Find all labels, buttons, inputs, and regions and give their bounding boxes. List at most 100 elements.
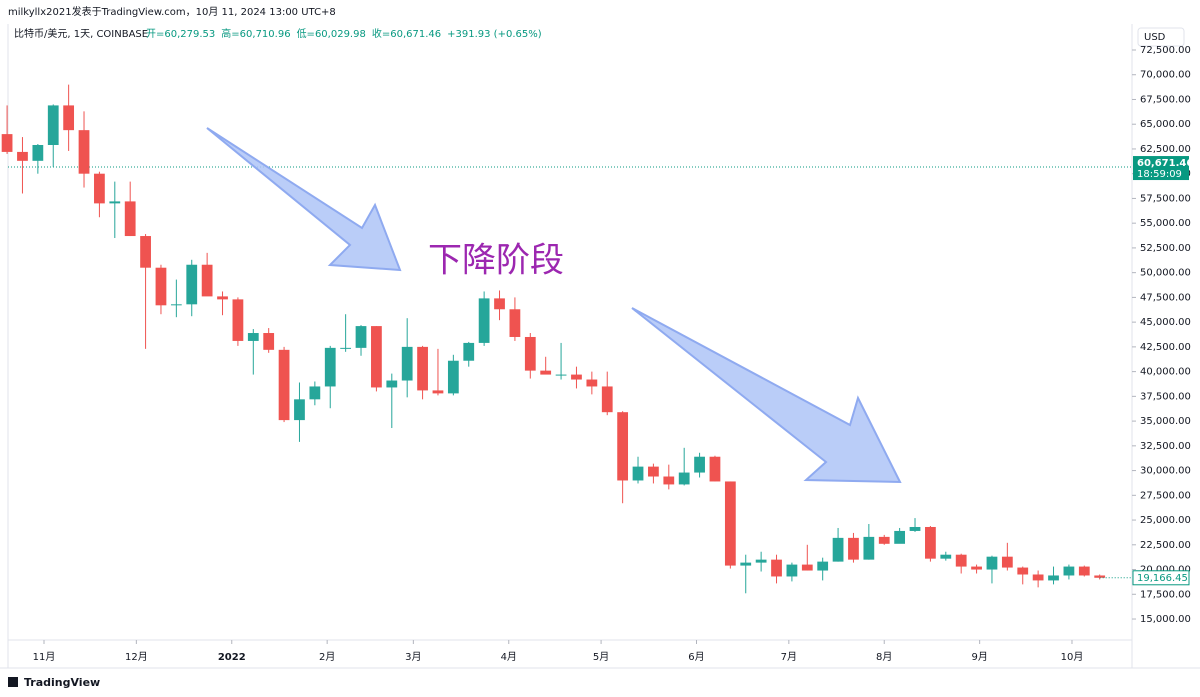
legend-item: 收=60,671.46 — [372, 27, 441, 40]
candle-body — [678, 472, 690, 485]
candle-body — [478, 298, 490, 343]
y-tick-label: 50,000.00 — [1140, 268, 1191, 279]
candle-body — [955, 554, 967, 567]
x-tick-label: 7月 — [781, 651, 797, 663]
candle-body — [986, 556, 998, 570]
candle-body — [340, 347, 352, 349]
candle-body — [555, 374, 567, 376]
candle-body — [63, 105, 75, 131]
candle-body — [971, 566, 982, 570]
candle-body — [1017, 567, 1029, 575]
candle-body — [1048, 575, 1059, 581]
y-tick-label: 67,500.00 — [1140, 94, 1191, 105]
candle-body — [1078, 566, 1090, 576]
candle-body — [540, 370, 552, 375]
candle-body — [632, 466, 644, 481]
y-tick-label: 27,500.00 — [1140, 490, 1191, 501]
candle-body — [186, 264, 198, 305]
x-tick-label: 11月 — [33, 651, 56, 663]
candle-body — [740, 562, 752, 566]
annotation: 下降阶段 — [428, 241, 564, 281]
x-tick-label: 6月 — [688, 651, 704, 663]
candle-body — [1094, 575, 1106, 578]
candle-body — [694, 456, 705, 473]
candle-body — [786, 564, 798, 577]
candle-body — [1001, 556, 1013, 568]
brand-logo — [8, 677, 18, 687]
candle-body — [247, 333, 259, 341]
y-tick-label: 47,500.00 — [1140, 292, 1191, 303]
candle-body — [263, 333, 275, 350]
candle-body — [771, 559, 782, 577]
candle-body — [140, 236, 151, 268]
candle-body — [17, 151, 28, 161]
candle-body — [371, 326, 382, 388]
x-tick-label: 10月 — [1061, 651, 1084, 663]
legend-item: 低=60,029.98 — [297, 27, 366, 40]
y-tick-label: 30,000.00 — [1140, 466, 1191, 477]
candle-body — [863, 536, 875, 560]
candle-body — [124, 201, 136, 237]
last-price-box — [1133, 156, 1189, 181]
plot — [1, 84, 1132, 594]
candle-body — [817, 561, 829, 571]
candle-body — [878, 536, 890, 544]
candle-body — [601, 386, 613, 413]
close-box — [1132, 570, 1190, 586]
candle-body — [386, 380, 398, 388]
close-label: 19,166.45 — [1137, 573, 1188, 584]
x-tick-label: 2月 — [319, 651, 335, 663]
x-tick-label: 2022 — [218, 652, 246, 663]
y-tick-label: 15,000.00 — [1140, 614, 1191, 625]
candle-body — [47, 105, 59, 145]
candle-body — [78, 130, 90, 174]
candle-body — [432, 390, 444, 394]
currency-button[interactable] — [1137, 27, 1185, 47]
candle-body — [1063, 566, 1075, 576]
ohlc-legend: 开=60,279.53 高=60,710.96 低=60,029.98 收=60,67… — [146, 27, 542, 40]
candle-body — [663, 476, 675, 485]
last-price-label: 60,671.46 — [1137, 158, 1193, 169]
y-tick-label: 40,000.00 — [1140, 367, 1191, 378]
x-tick-label: 3月 — [405, 651, 421, 663]
candle-body — [294, 399, 305, 421]
candle-body — [709, 456, 721, 482]
y-tick-label: 72,500.00 — [1140, 45, 1191, 56]
arrow — [206, 127, 402, 272]
y-tick-label: 17,500.00 — [1140, 589, 1191, 600]
candle-body — [848, 537, 859, 560]
candle-body — [94, 173, 105, 204]
candle-body — [170, 304, 182, 306]
candle-body — [801, 564, 813, 571]
candle-body — [925, 526, 936, 559]
candle-body — [586, 379, 598, 387]
y-tick-label: 25,000.00 — [1140, 515, 1191, 526]
legend-item: +391.93 (+0.65%) — [447, 29, 542, 40]
candle-body — [832, 537, 844, 562]
candle-body — [940, 554, 952, 559]
y-tick-label: 57,500.00 — [1140, 193, 1191, 204]
candle-body — [755, 559, 767, 563]
candle-body — [109, 201, 121, 204]
y-tick-label: 32,500.00 — [1140, 441, 1191, 452]
candle-body — [463, 342, 475, 361]
y-tick-label: 70,000.00 — [1140, 70, 1191, 81]
y-tick-label: 20,000.00 — [1140, 565, 1191, 576]
candle-body — [1032, 574, 1044, 581]
candle-body — [401, 346, 413, 381]
currency[interactable]: USD — [1144, 32, 1166, 43]
candle-body — [155, 267, 167, 306]
x-tick-label: 8月 — [876, 651, 892, 663]
candle-body — [648, 466, 659, 477]
candle-body — [447, 360, 459, 394]
candle-body — [909, 526, 921, 531]
candle-body — [217, 296, 228, 300]
legend-item: 开=60,279.53 — [146, 29, 215, 40]
x-tick-label: 5月 — [593, 651, 609, 663]
candle-body — [617, 412, 629, 481]
candle-body — [201, 264, 213, 297]
legend-item: 高=60,710.96 — [221, 27, 290, 40]
candle-body — [232, 299, 244, 341]
